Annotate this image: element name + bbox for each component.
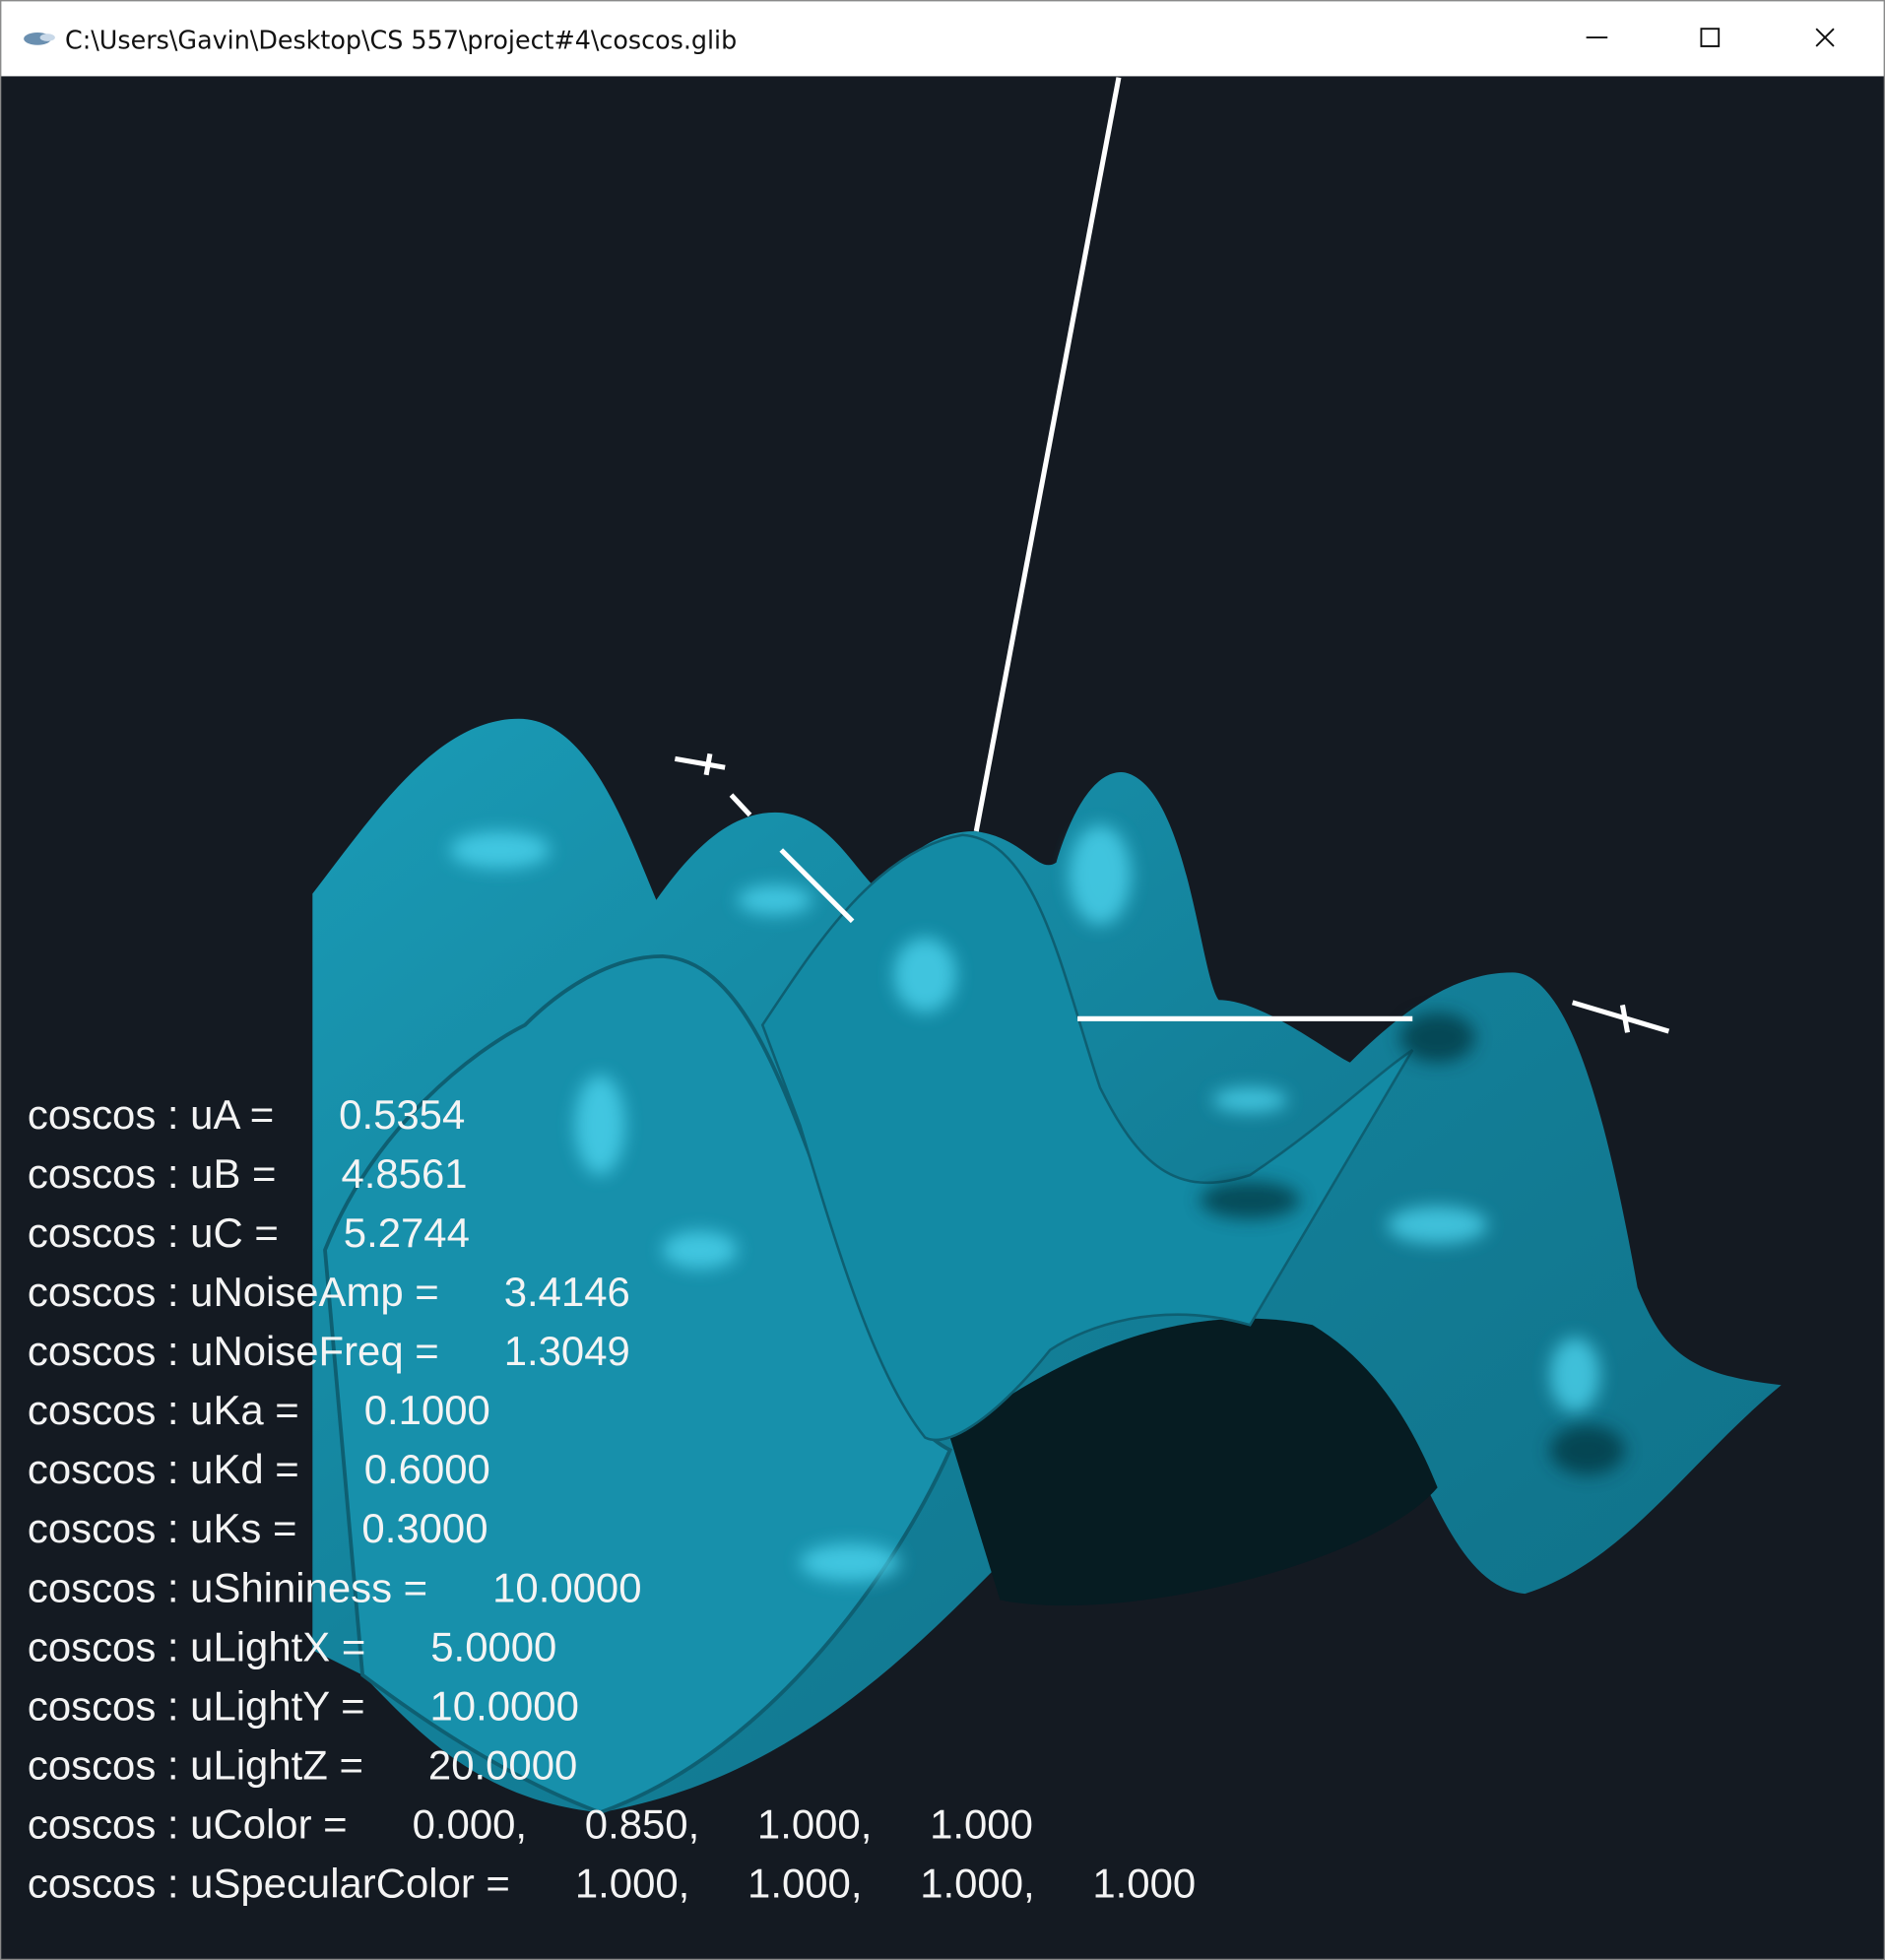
- uniform-value: 0.000,: [413, 1800, 527, 1847]
- uniform-value: 1.000,: [920, 1860, 1034, 1906]
- uniform-label: coscos : uColor =: [28, 1800, 348, 1847]
- uniform-value: 5.0000: [430, 1623, 556, 1669]
- uniform-value: 4.8561: [341, 1150, 467, 1197]
- uniform-label: coscos : uKd =: [28, 1446, 299, 1492]
- uniform-label: coscos : uA =: [28, 1091, 274, 1138]
- uniform-label: coscos : uB =: [28, 1150, 277, 1197]
- uniform-value: 1.000,: [748, 1860, 862, 1906]
- uniform-value: 20.0000: [428, 1741, 577, 1788]
- app-icon: [24, 32, 55, 45]
- uniform-value: 1.000,: [575, 1860, 689, 1906]
- window-title: C:\Users\Gavin\Desktop\CS 557\project#4\…: [65, 25, 737, 54]
- uniform-value: 0.5354: [339, 1091, 465, 1138]
- uniform-label: coscos : uC =: [28, 1209, 279, 1256]
- uniform-label: coscos : uKs =: [28, 1505, 296, 1551]
- uniform-value: 1.000,: [757, 1800, 872, 1847]
- uniform-label: coscos : uNoiseAmp =: [28, 1269, 439, 1315]
- axes: [674, 77, 1670, 1034]
- uniform-value: 3.4146: [504, 1269, 630, 1315]
- uniform-label: coscos : uLightZ =: [28, 1741, 363, 1788]
- uniform-value: 5.2744: [344, 1209, 470, 1256]
- uniform-value: 1.3049: [504, 1328, 630, 1374]
- uniform-label: coscos : uLightX =: [28, 1623, 365, 1669]
- surface: [312, 718, 1782, 1815]
- uniform-label: coscos : uSpecularColor =: [28, 1860, 510, 1906]
- uniform-value: 10.0000: [430, 1682, 579, 1729]
- maximize-button[interactable]: [1700, 28, 1721, 47]
- uniform-value: 1.000: [1092, 1860, 1196, 1906]
- uniform-value: 0.6000: [364, 1446, 490, 1492]
- uniform-label: coscos : uShininess =: [28, 1564, 427, 1610]
- uniform-label: coscos : uLightY =: [28, 1682, 365, 1729]
- title-bar: [1, 1, 1884, 77]
- uniform-value: 0.850,: [585, 1800, 699, 1847]
- uniform-value: 0.1000: [364, 1387, 490, 1433]
- uniform-value: 0.3000: [361, 1505, 488, 1551]
- uniform-label: coscos : uNoiseFreq =: [28, 1328, 439, 1374]
- uniform-value: 10.0000: [492, 1564, 641, 1610]
- uniform-label: coscos : uKa =: [28, 1387, 299, 1433]
- uniform-overlay: coscos : uA = 0.5354 coscos : uB = 4.8561 co…: [28, 1091, 1196, 1906]
- close-button[interactable]: [1815, 28, 1835, 47]
- uniform-value: 1.000: [930, 1800, 1033, 1847]
